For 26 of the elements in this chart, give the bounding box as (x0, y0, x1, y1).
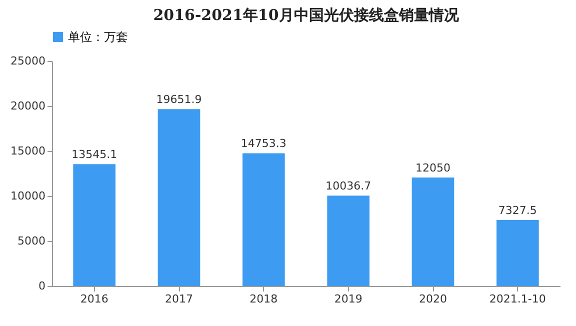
x-tick-label: 2018 (250, 292, 278, 306)
data-label: 10036.7 (326, 180, 372, 193)
bar (496, 220, 539, 286)
bar (242, 153, 285, 286)
data-label: 19651.9 (156, 93, 202, 106)
chart-title: 2016-2021年10月中国光伏接线盒销量情况 (153, 6, 460, 24)
data-label: 13545.1 (72, 148, 118, 162)
x-tick-label: 2016 (80, 292, 108, 306)
legend-label: 单位：万套 (68, 30, 128, 44)
bar (327, 196, 370, 286)
y-tick-label: 0 (38, 280, 46, 292)
bar (73, 164, 116, 286)
x-tick-label: 2017 (165, 292, 193, 306)
data-label: 14753.3 (240, 137, 286, 150)
bar (158, 109, 200, 286)
y-tick-label: 15000 (10, 144, 46, 158)
y-tick-label: 25000 (10, 54, 46, 68)
data-label: 7327.5 (498, 204, 537, 218)
y-tick-label: 5000 (18, 234, 46, 248)
data-label: 12050 (416, 162, 450, 175)
x-tick-label: 2021.1-10 (489, 292, 546, 306)
y-tick-label: 20000 (10, 100, 46, 112)
bar (412, 178, 454, 286)
y-tick-label: 10000 (10, 190, 46, 202)
x-tick-label: 2020 (419, 292, 447, 306)
x-tick-label: 2019 (334, 292, 362, 306)
